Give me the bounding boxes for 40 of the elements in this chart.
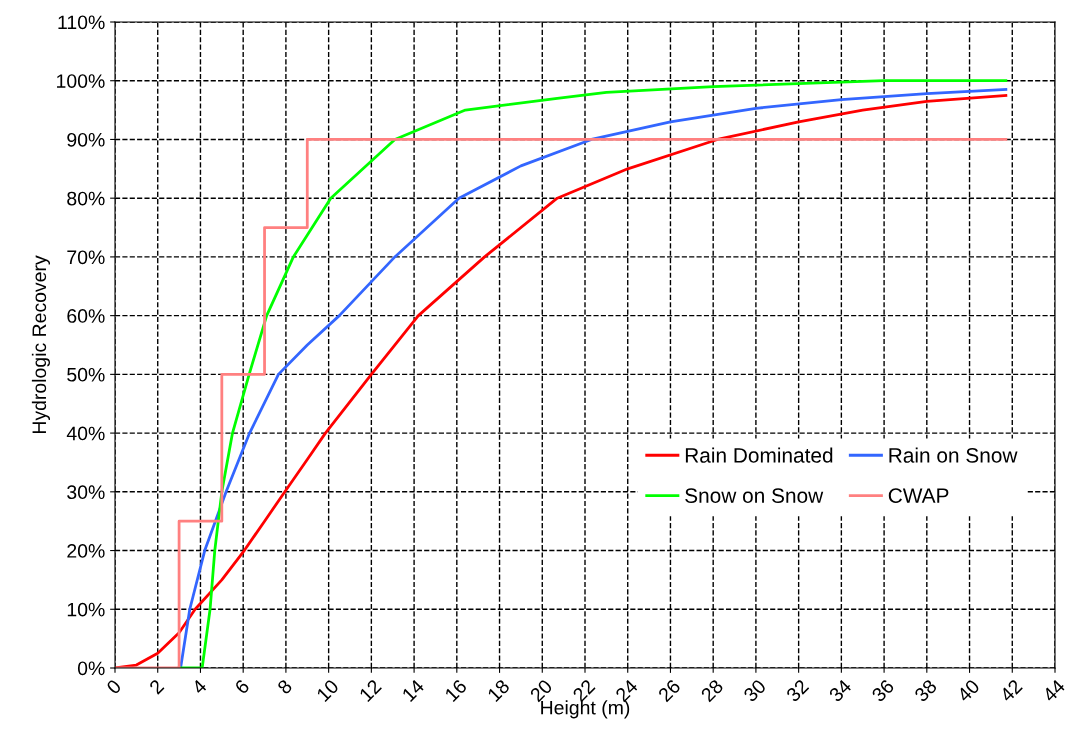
x-tick-label: 4 (191, 678, 208, 696)
y-tick-label: 80% (67, 191, 105, 206)
y-tick-label: 60% (67, 309, 105, 323)
x-axis-title: Height (m) (541, 700, 630, 719)
x-tick-label: 44 (1041, 678, 1066, 703)
legend-label: Snow on Snow (685, 488, 824, 504)
y-tick-label: 100% (57, 74, 105, 88)
x-tick-label: 36 (870, 678, 895, 703)
x-tick-label: 8 (276, 678, 293, 695)
x-tick-label: 40 (956, 678, 981, 703)
y-tick-label: 20% (67, 544, 105, 558)
x-tick-label: 28 (700, 678, 724, 703)
x-tick-label: 38 (913, 678, 938, 703)
y-tick-label: 0% (77, 661, 105, 676)
y-axis-title: Hydrologic Recovery (31, 255, 50, 434)
y-tick-label: 110% (58, 15, 105, 30)
x-tick-label: 26 (657, 678, 682, 703)
y-tick-label: 70% (67, 250, 105, 265)
x-tick-label: 0 (105, 678, 122, 695)
legend-label: Rain on Snow (889, 447, 1018, 463)
x-tick-label: 22 (572, 678, 596, 703)
y-tick-label: 30% (67, 485, 105, 500)
x-tick-label: 10 (315, 678, 340, 703)
legend-label: Rain Dominated (685, 447, 833, 463)
y-tick-label: 40% (66, 426, 105, 441)
legend-label: CWAP (888, 488, 949, 504)
x-tick-label: 34 (828, 678, 853, 703)
x-tick-label: 42 (998, 678, 1023, 703)
x-tick-label: 14 (401, 678, 425, 702)
x-tick-label: 12 (358, 678, 382, 702)
y-tick-label: 90% (67, 132, 105, 147)
y-tick-label: 10% (67, 602, 105, 617)
x-tick-label: 6 (234, 678, 251, 695)
x-tick-label: 2 (148, 678, 165, 695)
y-tick-label: 50% (67, 367, 105, 382)
x-tick-label: 24 (614, 678, 639, 703)
x-tick-label: 32 (785, 678, 810, 703)
x-tick-label: 30 (742, 678, 767, 703)
x-tick-label: 18 (486, 678, 511, 703)
x-tick-label: 16 (444, 678, 468, 703)
